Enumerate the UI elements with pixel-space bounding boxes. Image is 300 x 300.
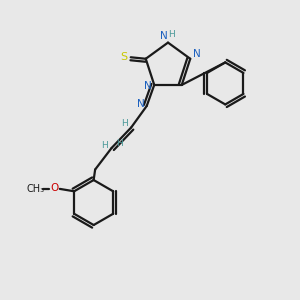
Text: O: O [50,183,59,193]
Text: N: N [193,49,201,59]
Text: H: H [101,141,107,150]
Text: H: H [116,139,122,148]
Text: H: H [169,30,175,39]
Text: N: N [144,81,152,92]
Text: H: H [121,119,128,128]
Text: S: S [121,52,128,62]
Text: CH₃: CH₃ [27,184,45,194]
Text: N: N [160,31,167,41]
Text: N: N [137,99,145,110]
